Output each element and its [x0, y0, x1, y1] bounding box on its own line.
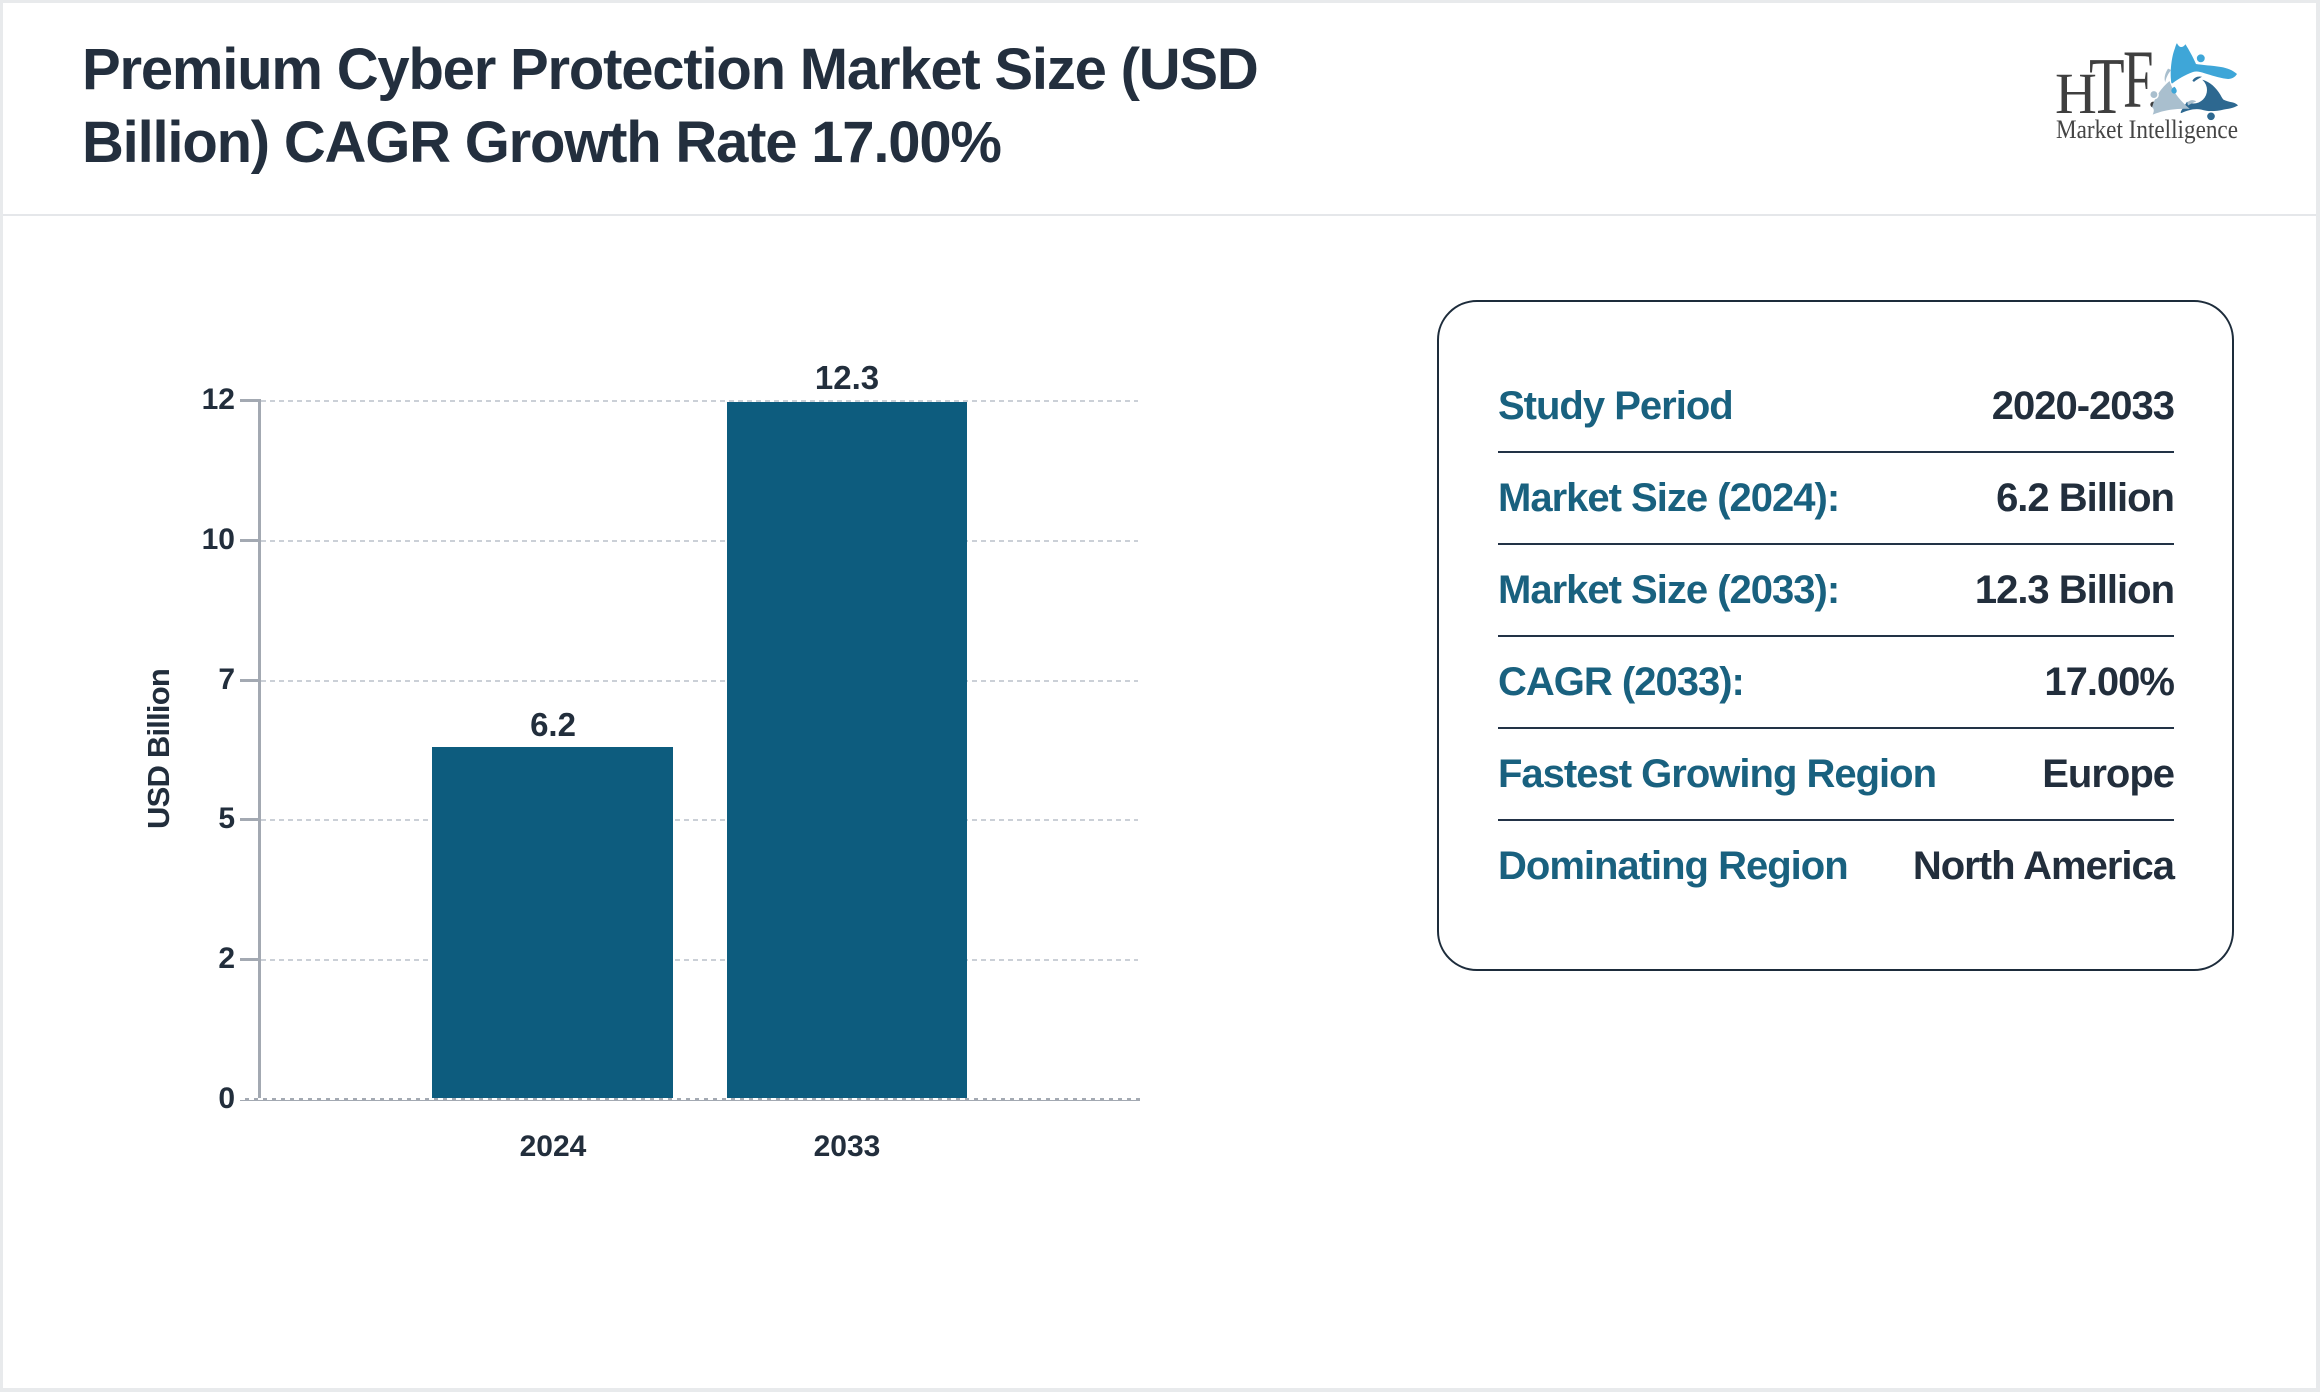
svg-text:T: T	[2089, 42, 2125, 132]
svg-text:H: H	[2055, 61, 2097, 126]
svg-text:Market Intelligence: Market Intelligence	[2056, 115, 2238, 144]
svg-text:F: F	[2123, 34, 2153, 126]
